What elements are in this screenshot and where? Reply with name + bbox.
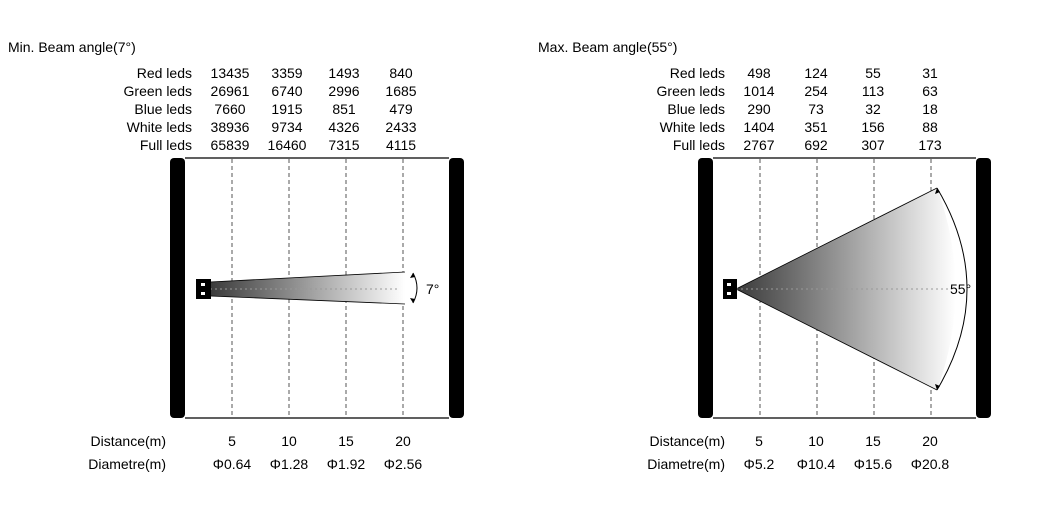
distance-label: Distance(m) xyxy=(649,433,725,449)
left-wall xyxy=(698,158,713,418)
beam-diagram xyxy=(170,157,464,419)
arrow-icon xyxy=(410,298,415,303)
beam-edge xyxy=(735,288,938,391)
row-label: Red leds xyxy=(669,65,725,81)
beam-edge xyxy=(209,271,406,283)
fixture-icon xyxy=(196,279,211,299)
row-label: Green leds xyxy=(123,83,192,99)
value-cell: 38936 xyxy=(210,119,250,135)
value-cell: 55 xyxy=(865,65,881,81)
diameter-value: Φ1.28 xyxy=(269,456,309,472)
value-cell: 840 xyxy=(389,65,413,81)
distance-value: 5 xyxy=(228,433,236,449)
max-beam-panel: Max. Beam angle(55°) Red leds 498 124 55… xyxy=(529,0,1059,522)
value-cell: 307 xyxy=(861,137,885,153)
value-cell: 124 xyxy=(804,65,828,81)
value-cell: 113 xyxy=(861,83,885,99)
diameter-value: Φ20.8 xyxy=(910,456,950,472)
row-label: Blue leds xyxy=(667,101,725,117)
min-beam-panel: Min. Beam angle(7°) Red leds 13435 3359 … xyxy=(8,39,464,472)
arrow-icon xyxy=(410,273,415,278)
row-label: Full leds xyxy=(139,137,192,153)
value-cell: 7660 xyxy=(214,101,246,117)
distance-value: 5 xyxy=(755,433,763,449)
diameter-value: Φ5.2 xyxy=(743,456,775,472)
value-cell: 18 xyxy=(922,101,938,117)
distance-label: Distance(m) xyxy=(90,433,166,449)
value-cell: 498 xyxy=(747,65,771,81)
row-label: White leds xyxy=(659,119,725,135)
diameter-value: Φ15.6 xyxy=(853,456,893,472)
value-cell: 851 xyxy=(332,101,356,117)
distance-value: 20 xyxy=(922,433,938,449)
value-cell: 16460 xyxy=(267,137,307,153)
diameter-value: Φ10.4 xyxy=(796,456,836,472)
beam-edge xyxy=(209,295,406,305)
value-cell: 1014 xyxy=(743,83,775,99)
value-cell: 6740 xyxy=(271,83,303,99)
right-wall xyxy=(449,158,464,418)
panel-title: Max. Beam angle(55°) xyxy=(538,39,678,55)
value-cell: 1685 xyxy=(385,83,417,99)
value-cell: 31 xyxy=(922,65,938,81)
value-cell: 3359 xyxy=(271,65,303,81)
value-cell: 7315 xyxy=(328,137,360,153)
value-cell: 88 xyxy=(922,119,938,135)
value-cell: 156 xyxy=(861,119,885,135)
beam-edge xyxy=(735,187,938,290)
row-label: Full leds xyxy=(672,137,725,153)
row-label: White leds xyxy=(126,119,192,135)
distance-value: 15 xyxy=(865,433,881,449)
distance-value: 15 xyxy=(338,433,354,449)
right-wall xyxy=(976,158,991,418)
diameter-value: Φ2.56 xyxy=(383,456,423,472)
value-cell: 73 xyxy=(808,101,824,117)
panel-title: Min. Beam angle(7°) xyxy=(8,39,136,55)
angle-arc xyxy=(412,272,418,304)
diameter-value: Φ1.92 xyxy=(326,456,366,472)
beam-angle-label: 55° xyxy=(950,281,972,297)
value-cell: 26961 xyxy=(210,83,250,99)
left-wall xyxy=(170,158,185,418)
beam-angle-label: 7° xyxy=(426,281,440,297)
diameter-label: Diametre(m) xyxy=(88,456,166,472)
angle-arc xyxy=(936,187,968,391)
row-label: Blue leds xyxy=(134,101,192,117)
beam-cone xyxy=(736,188,956,390)
diameter-value: Φ0.64 xyxy=(212,456,252,472)
row-label: Red leds xyxy=(136,65,192,81)
value-cell: 1493 xyxy=(328,65,360,81)
value-cell: 2996 xyxy=(328,83,360,99)
value-cell: 254 xyxy=(804,83,828,99)
value-cell: 692 xyxy=(804,137,828,153)
distance-value: 10 xyxy=(808,433,824,449)
value-cell: 63 xyxy=(922,83,938,99)
beam-cone xyxy=(210,272,405,304)
arrow-icon xyxy=(935,188,940,194)
distance-value: 10 xyxy=(281,433,297,449)
beam-diagram xyxy=(698,157,991,419)
row-label: Green leds xyxy=(656,83,725,99)
value-cell: 9734 xyxy=(271,119,303,135)
fixture-icon xyxy=(723,279,737,299)
distance-value: 20 xyxy=(395,433,411,449)
value-cell: 65839 xyxy=(210,137,250,153)
value-cell: 1404 xyxy=(743,119,775,135)
value-cell: 173 xyxy=(918,137,942,153)
value-cell: 2767 xyxy=(743,137,775,153)
value-cell: 351 xyxy=(804,119,828,135)
value-cell: 290 xyxy=(747,101,771,117)
value-cell: 13435 xyxy=(210,65,250,81)
value-cell: 4326 xyxy=(328,119,360,135)
arrow-icon xyxy=(935,384,940,390)
value-cell: 1915 xyxy=(271,101,303,117)
value-cell: 479 xyxy=(389,101,413,117)
value-cell: 2433 xyxy=(385,119,417,135)
value-cell: 32 xyxy=(865,101,881,117)
value-cell: 4115 xyxy=(385,137,417,153)
diameter-label: Diametre(m) xyxy=(647,456,725,472)
